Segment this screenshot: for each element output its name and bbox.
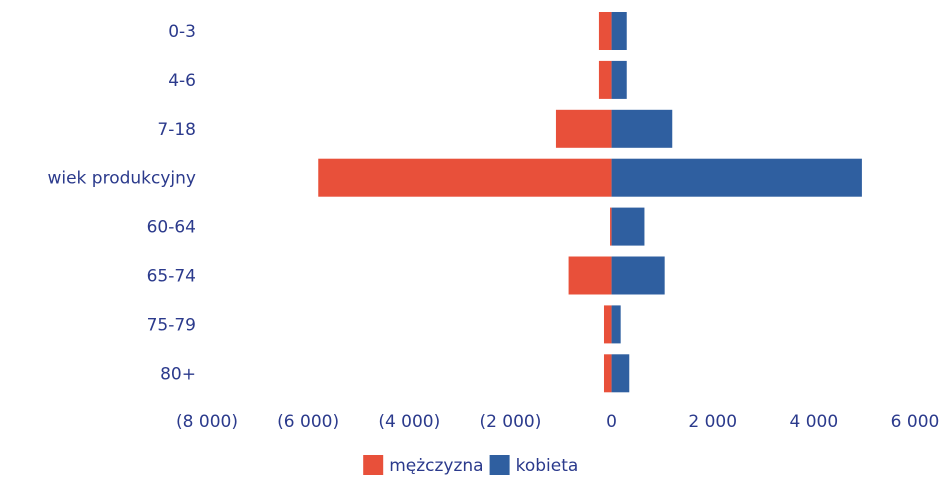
x-tick-label: (6 000) <box>277 412 339 432</box>
bar-male <box>568 256 612 295</box>
category-label: 60-64 <box>147 218 196 238</box>
x-tick-label: (8 000) <box>176 412 238 432</box>
bar-female <box>611 305 621 344</box>
x-tick-label: (2 000) <box>479 412 541 432</box>
category-label: 80+ <box>160 364 196 384</box>
bar-female <box>611 207 645 246</box>
x-tick-label: (4 000) <box>378 412 440 432</box>
bar-female <box>611 12 627 50</box>
bars-layer <box>318 12 862 393</box>
bar-male <box>598 12 612 50</box>
bar-female <box>611 256 665 295</box>
legend-label: kobieta <box>516 456 579 476</box>
legend-swatch-female <box>489 455 510 475</box>
bar-female <box>611 60 627 99</box>
category-label: 7-18 <box>157 120 196 140</box>
legend-swatch-male <box>363 455 384 475</box>
category-label: 65-74 <box>147 267 196 287</box>
category-labels: 0-3 4-6 7-18 wiek produkcyjny 60-64 65-74 75-7… <box>47 22 196 384</box>
category-label: 75-79 <box>147 315 196 335</box>
bar-male <box>598 60 612 99</box>
bar-female <box>611 109 673 148</box>
category-label: wiek produkcyjny <box>47 169 196 189</box>
bar-female <box>611 158 862 197</box>
x-tick-label: 2 000 <box>688 412 737 432</box>
bar-male <box>318 158 612 197</box>
x-axis-ticks: (8 000) (6 000) (4 000) (2 000) 0 2 000 4 000 6… <box>176 412 939 432</box>
bar-female <box>611 354 630 393</box>
bar-male <box>603 305 612 344</box>
legend: mężczyzna kobieta <box>363 455 578 476</box>
legend-label: mężczyzna <box>389 456 483 476</box>
bar-male <box>555 109 612 148</box>
x-tick-label: 4 000 <box>790 412 839 432</box>
x-tick-label: 0 <box>606 412 617 432</box>
category-label: 0-3 <box>168 22 196 42</box>
bar-male <box>610 207 612 246</box>
bar-male <box>603 354 612 393</box>
category-label: 4-6 <box>168 71 196 91</box>
x-tick-label: 6 000 <box>891 412 940 432</box>
